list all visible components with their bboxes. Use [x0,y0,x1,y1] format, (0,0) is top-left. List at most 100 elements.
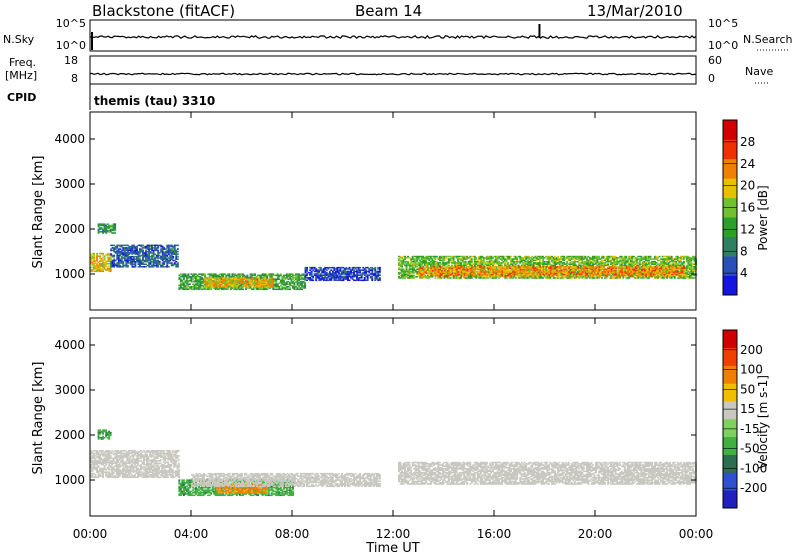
heatmap-cell [366,275,369,278]
heatmap-cell [105,269,108,271]
heatmap-cell [128,262,131,264]
heatmap-cell [325,277,328,279]
heatmap-cell [292,274,294,277]
heatmap-cell [261,274,264,277]
heatmap-cell [276,273,279,275]
heatmap-cell [91,266,94,269]
heatmap-cell [229,283,232,286]
heatmap-cell [316,277,319,279]
heatmap-cell [328,273,331,275]
heatmap-cell [181,288,184,291]
heatmap-cell [189,287,191,289]
heatmap-cell [151,252,154,254]
heatmap-cell [158,263,161,266]
heatmap-cell [125,252,128,254]
heatmap-cell [258,279,261,282]
heatmap-cell [212,283,215,286]
heatmap-cell [218,281,221,283]
heatmap-cell [295,275,297,278]
heatmap-cell [341,266,343,269]
heatmap-cell [293,277,296,279]
heatmap-cell [149,244,152,247]
heatmap-cell [254,274,257,277]
heatmap-cell [116,247,119,249]
heatmap-cell [182,275,185,278]
heatmap-cell [298,286,301,288]
heatmap-cell [182,274,185,277]
heatmap-cell [226,279,229,282]
heatmap-cell [221,286,224,288]
heatmap-cell [232,277,235,279]
heatmap-cell [363,278,366,280]
heatmap-cell [169,257,172,259]
heatmap-cell [204,288,207,291]
heatmap-cell [125,262,128,264]
heatmap-cell [203,286,206,288]
heatmap-cell [363,274,366,276]
heatmap-cell [360,277,363,279]
heatmap-cell [341,279,343,282]
heatmap-cell [315,269,318,271]
heatmap-cell [287,274,290,277]
heatmap-cell [285,280,288,283]
heatmap-cell [173,263,176,266]
heatmap-cell [377,266,380,269]
heatmap-cell [97,261,100,264]
heatmap-cell [237,275,240,278]
heatmap-cell [339,277,342,279]
heatmap-cell [324,268,327,270]
heatmap-cell [129,263,132,266]
heatmap-cell [230,285,233,287]
heatmap-cell [342,270,345,273]
heatmap-cell [139,248,141,250]
heatmap-cell [220,273,223,275]
heatmap-cell [325,266,328,269]
heatmap-cell [501,264,504,267]
heatmap-cell [225,275,228,278]
heatmap-cell [301,278,304,280]
heatmap-cell [247,286,250,288]
heatmap-cell [167,244,170,247]
heatmap-cell [325,271,328,274]
heatmap-cell [290,273,293,275]
heatmap-cell [241,281,244,283]
heatmap-cell [202,273,205,275]
heatmap-cell [334,277,337,279]
heatmap-cell [318,271,321,274]
heatmap-cell [307,278,310,280]
heatmap-cell [301,273,304,275]
heatmap-cell [287,275,290,278]
heatmap-cell [208,275,211,278]
heatmap-cell [117,252,120,254]
heatmap-cell [374,279,377,282]
heatmap-cell [470,258,473,260]
heatmap-cell [227,283,230,286]
heatmap-cell [131,250,134,253]
heatmap-cell [155,244,158,247]
heatmap-cell [237,277,239,279]
heatmap-cell [224,278,227,281]
heatmap-cell [163,248,166,250]
heatmap-cell [113,260,116,263]
heatmap-cell [265,278,268,281]
heatmap-cell [93,255,95,257]
heatmap-cell [140,263,143,266]
heatmap-cell [306,268,309,270]
heatmap-cell [208,279,211,282]
heatmap-cell [304,278,307,280]
heatmap-cell [279,288,282,291]
heatmap-cell [114,225,117,228]
heatmap-cell [214,278,217,281]
heatmap-cell [315,275,318,278]
heatmap-cell [275,280,278,283]
heatmap-cell [281,278,284,280]
heatmap-cell [187,286,190,288]
heatmap-cell [205,286,208,288]
heatmap-cell [378,268,381,270]
heatmap-cell [290,279,293,282]
heatmap-cell [304,287,307,289]
heatmap-cell [328,271,331,274]
heatmap-cell [342,269,345,271]
heatmap-cell [199,288,202,291]
heatmap-cell [206,281,209,283]
